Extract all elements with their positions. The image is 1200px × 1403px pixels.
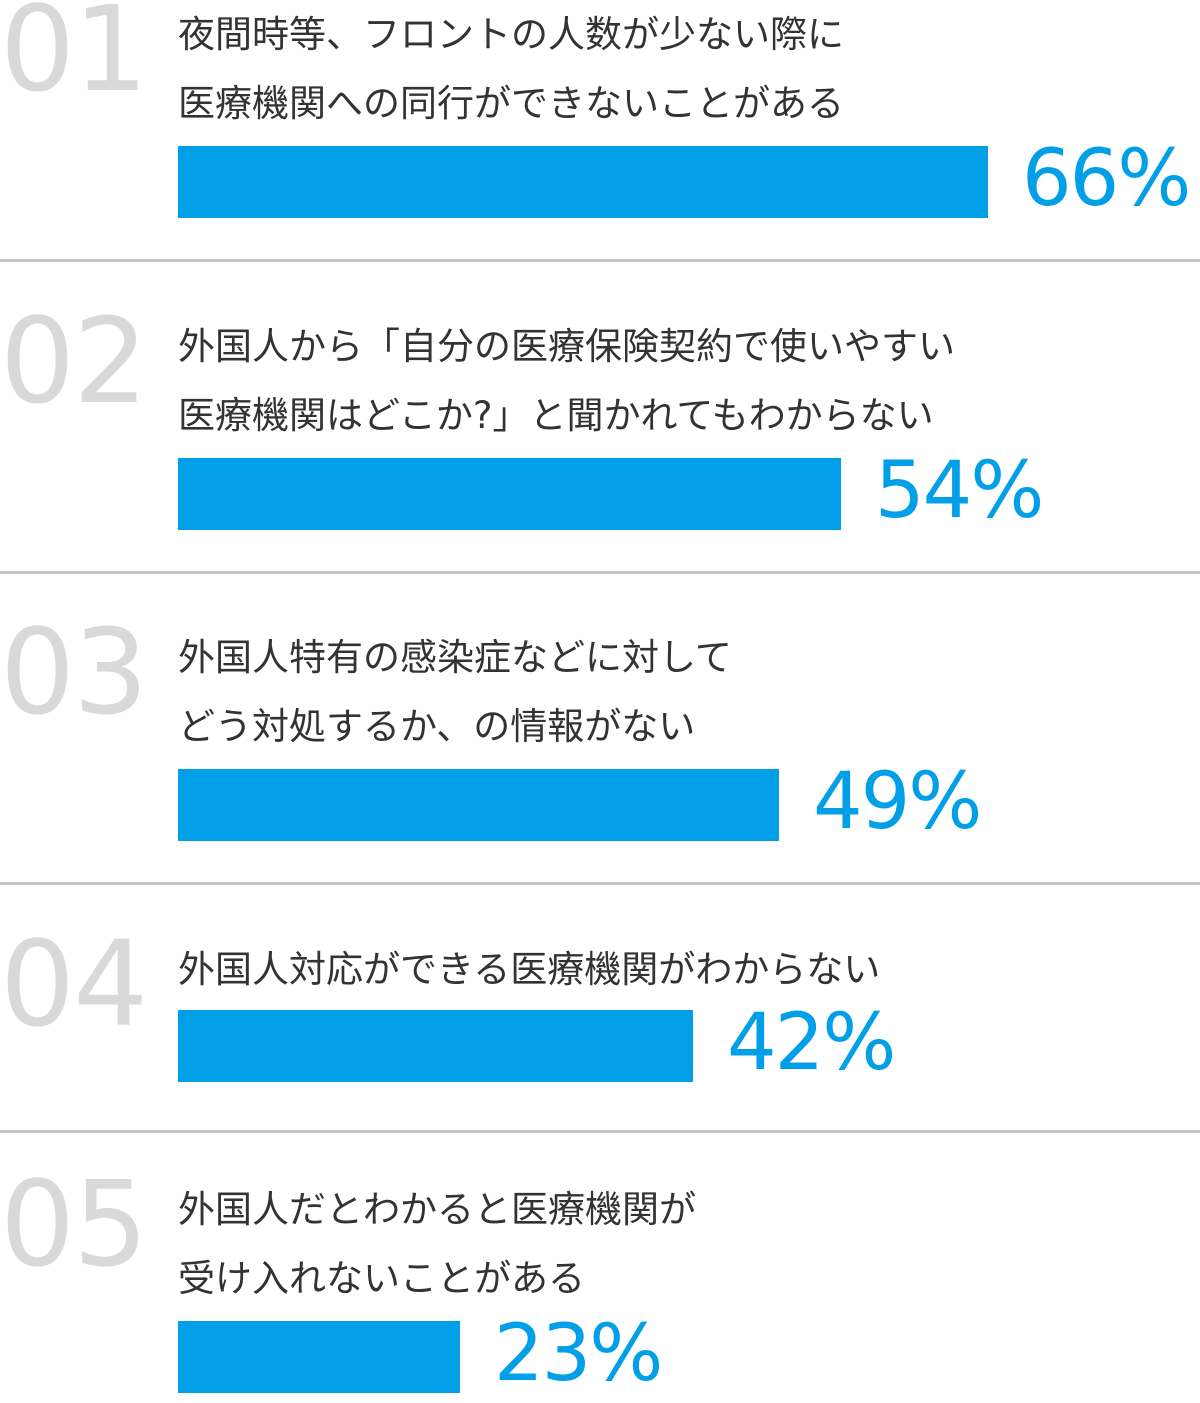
bar [178,769,779,841]
value-label: 66% [1022,134,1191,224]
divider [0,882,1200,885]
category-label: 夜間時等、フロントの人数が少ない際に 医療機関への同行ができないことがある [178,0,844,138]
category-label-line: 医療機関への同行ができないことがある [178,82,844,125]
rank-number: 03 [0,603,148,741]
category-label-line: 受け入れないことがある [178,1257,585,1300]
category-label: 外国人から「自分の医療保険契約で使いやすい 医療機関はどこか?」と聞かれてもわから… [178,312,955,450]
divider [0,259,1200,262]
category-label: 外国人だとわかると医療機関が 受け入れないことがある [178,1175,696,1313]
category-label-line: どう対処するか、の情報がない [178,705,696,748]
bar [178,146,988,218]
divider [0,1130,1200,1133]
bar [178,1321,460,1393]
bar [178,458,841,530]
category-label-line: 外国人から「自分の医療保険契約で使いやすい [178,325,955,368]
category-label-line: 外国人だとわかると医療機関が [178,1188,696,1231]
rank-number: 04 [0,915,148,1053]
category-label-line: 医療機関はどこか?」と聞かれてもわからない [178,394,934,437]
value-label: 49% [813,757,982,847]
bar [178,1010,693,1082]
category-label-line: 外国人特有の感染症などに対して [178,636,732,679]
value-label: 23% [494,1309,663,1399]
rank-number: 01 [0,0,148,118]
category-label-line: 夜間時等、フロントの人数が少ない際に [178,13,844,56]
category-label-line: 外国人対応ができる医療機関がわからない [178,948,881,991]
divider [0,571,1200,574]
rank-number: 02 [0,292,148,430]
category-label: 外国人対応ができる医療機関がわからない [178,935,880,1004]
rank-number: 05 [0,1155,148,1293]
value-label: 54% [875,446,1044,536]
value-label: 42% [727,998,896,1088]
category-label: 外国人特有の感染症などに対して どう対処するか、の情報がない [178,623,732,761]
